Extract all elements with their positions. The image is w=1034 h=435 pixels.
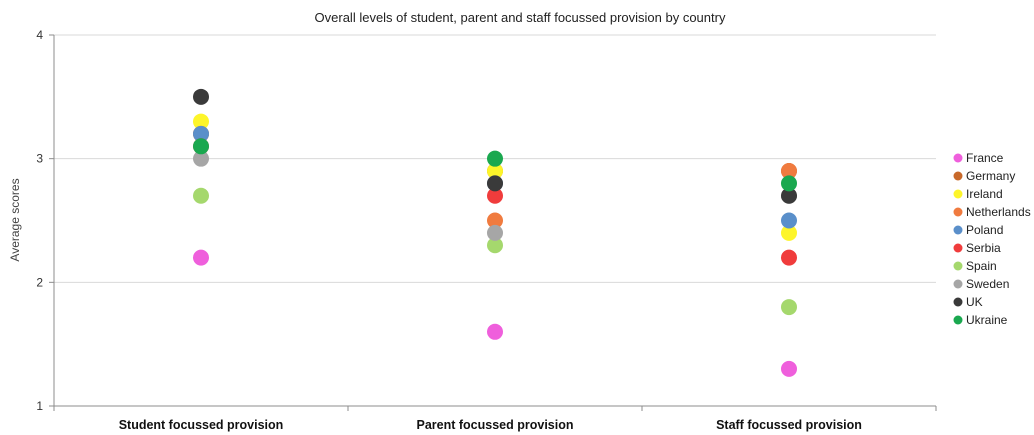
y-tick-label: 4: [36, 28, 43, 42]
legend: France Germany Ireland Netherlands Poland Ser…: [953, 151, 1031, 327]
point-spain-1: [487, 237, 503, 254]
y-tick-label: 3: [36, 152, 43, 166]
point-spain-2: [781, 299, 797, 316]
point-ukraine-0: [193, 138, 209, 155]
legend-marker-uk: [953, 297, 963, 307]
legend-marker-ireland: [953, 189, 963, 199]
point-france-0: [193, 249, 209, 266]
point-uk-2: [781, 187, 797, 204]
legend-label-sweden: Sweden: [966, 277, 1009, 291]
legend-marker-poland: [953, 225, 963, 235]
legend-label-spain: Spain: [966, 259, 997, 273]
legend-marker-spain: [953, 261, 963, 271]
legend-marker-serbia: [953, 243, 963, 253]
data-points: [193, 88, 797, 377]
point-serbia-2: [781, 249, 797, 266]
point-serbia-1: [487, 187, 503, 204]
point-france-1: [487, 323, 503, 340]
point-poland-0: [193, 125, 209, 142]
legend-label-france: France: [966, 151, 1004, 165]
point-ireland-1: [487, 163, 503, 180]
legend-label-ireland: Ireland: [966, 187, 1003, 201]
point-netherlands-2: [781, 163, 797, 180]
axes: 1 2 3 4 Student focussed provision Parent foc…: [36, 28, 937, 432]
legend-marker-france: [953, 153, 963, 163]
legend-marker-netherlands: [953, 207, 963, 217]
legend-label-poland: Poland: [966, 223, 1003, 237]
legend-marker-sweden: [953, 279, 963, 289]
y-axis-label: Average scores: [8, 178, 22, 261]
point-france-2: [781, 360, 797, 377]
legend-label-ukraine: Ukraine: [966, 313, 1008, 327]
point-ireland-0: [193, 113, 209, 130]
point-sweden-1: [487, 224, 503, 241]
y-tick-label: 1: [36, 399, 43, 413]
point-uk-1: [487, 175, 503, 192]
point-uk-0: [193, 88, 209, 105]
y-tick-label: 2: [36, 275, 43, 289]
legend-marker-ukraine: [953, 315, 963, 325]
x-tick-label: Student focussed provision: [119, 418, 284, 432]
legend-label-serbia: Serbia: [966, 241, 1001, 255]
point-poland-2: [781, 212, 797, 229]
point-netherlands-1: [487, 212, 503, 229]
point-sweden-0: [193, 150, 209, 167]
point-ukraine-2: [781, 175, 797, 192]
point-ukraine-1: [487, 150, 503, 167]
legend-label-germany: Germany: [966, 169, 1015, 183]
legend-marker-germany: [953, 171, 963, 181]
legend-label-uk: UK: [966, 295, 983, 309]
x-tick-label: Staff focussed provision: [716, 418, 862, 432]
point-spain-0: [193, 187, 209, 204]
x-tick-label: Parent focussed provision: [417, 418, 574, 432]
legend-label-netherlands: Netherlands: [966, 205, 1031, 219]
point-ireland-2: [781, 224, 797, 241]
chart-title: Overall levels of student, parent and st…: [315, 10, 726, 25]
